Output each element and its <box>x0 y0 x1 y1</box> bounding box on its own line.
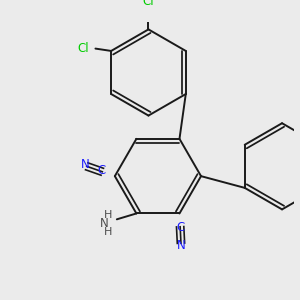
Text: C: C <box>98 164 106 177</box>
Text: H: H <box>104 227 112 237</box>
Text: N: N <box>80 158 89 171</box>
Text: N: N <box>100 217 109 230</box>
Text: Cl: Cl <box>142 0 154 8</box>
Text: Cl: Cl <box>77 42 88 55</box>
Text: N: N <box>177 239 186 252</box>
Text: C: C <box>176 221 185 234</box>
Text: H: H <box>104 210 112 220</box>
